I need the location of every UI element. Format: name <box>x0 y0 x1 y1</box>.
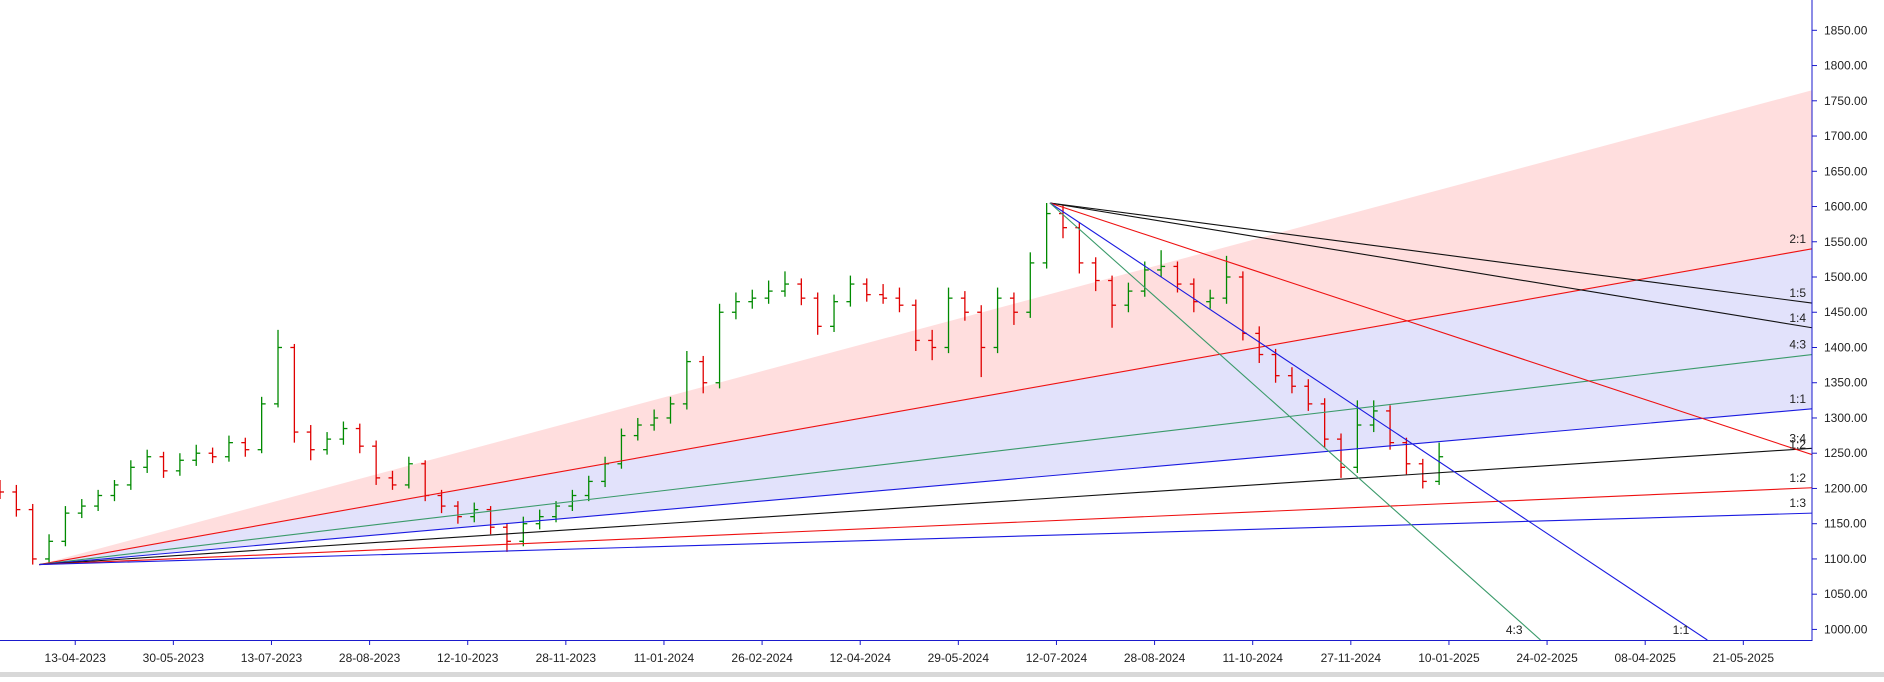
scrollbar <box>0 672 1884 677</box>
y-tick-label: 1250.00 <box>1824 446 1868 460</box>
fan-line <box>39 512 1812 566</box>
x-tick-label: 12-07-2024 <box>1026 651 1088 665</box>
y-tick-label: 1550.00 <box>1824 235 1868 249</box>
x-tick-label: 12-04-2024 <box>830 651 892 665</box>
plot-area <box>0 90 1812 640</box>
y-tick-label: 1450.00 <box>1824 305 1868 319</box>
fan-label: 1:3 <box>1789 496 1806 510</box>
y-tick-label: 1050.00 <box>1824 587 1868 601</box>
y-tick-label: 1400.00 <box>1824 340 1868 354</box>
y-tick-label: 1800.00 <box>1824 59 1868 73</box>
y-tick-label: 1600.00 <box>1824 200 1868 214</box>
fan-label: 1:2 <box>1789 438 1806 452</box>
x-tick-label: 10-01-2025 <box>1418 651 1480 665</box>
fan-line <box>39 487 1812 566</box>
y-tick-label: 1850.00 <box>1824 23 1868 37</box>
x-tick-label: 27-11-2024 <box>1321 651 1382 665</box>
x-tick-label: 30-05-2023 <box>143 651 205 665</box>
x-tick-label: 29-05-2024 <box>928 651 990 665</box>
x-tick-label: 11-01-2024 <box>634 651 695 665</box>
fan-label: 1:4 <box>1789 311 1806 325</box>
x-tick-label: 28-08-2024 <box>1124 651 1186 665</box>
y-tick-label: 1700.00 <box>1824 129 1868 143</box>
y-tick-label: 1100.00 <box>1824 552 1867 566</box>
x-tick-label: 26-02-2024 <box>731 651 793 665</box>
x-tick-label: 13-04-2023 <box>45 651 107 665</box>
y-tick-label: 1750.00 <box>1824 94 1868 108</box>
fan-line <box>1049 202 1541 640</box>
x-tick-label: 08-04-2025 <box>1614 651 1676 665</box>
fan-label: 3:4 <box>1789 431 1806 445</box>
x-tick-label: 28-08-2023 <box>339 651 401 665</box>
y-tick-label: 1000.00 <box>1824 622 1868 636</box>
x-tick-label: 12-10-2023 <box>437 651 499 665</box>
y-tick-label: 1500.00 <box>1824 270 1868 284</box>
y-tick-label: 1300.00 <box>1824 411 1868 425</box>
x-tick-label: 11-10-2024 <box>1222 651 1283 665</box>
x-tick-label: 13-07-2023 <box>241 651 303 665</box>
fan-label: 1:1 <box>1673 623 1690 637</box>
x-tick-label: 24-02-2025 <box>1516 651 1578 665</box>
fan-line <box>1049 202 1812 329</box>
fan-line <box>1049 202 1812 304</box>
fan-label: 4:3 <box>1506 623 1523 637</box>
y-tick-label: 1150.00 <box>1824 517 1867 531</box>
fan-label: 2:1 <box>1789 232 1806 246</box>
fan-label: 1:5 <box>1789 286 1806 300</box>
fan-label: 4:3 <box>1789 338 1806 352</box>
fan-line <box>39 248 1812 566</box>
fan-line <box>39 447 1812 566</box>
fan-band <box>39 90 1812 565</box>
fan-line <box>1049 202 1812 456</box>
fan-line <box>39 408 1812 566</box>
y-tick-label: 1200.00 <box>1824 481 1868 495</box>
x-tick-label: 28-11-2023 <box>536 651 597 665</box>
y-tick-label: 1350.00 <box>1824 376 1868 390</box>
fan-line <box>1049 202 1708 640</box>
fan-label: 1:1 <box>1789 392 1806 406</box>
fan-line <box>39 353 1812 566</box>
y-tick-label: 1650.00 <box>1824 164 1868 178</box>
x-tick-label: 21-05-2025 <box>1713 651 1775 665</box>
fan-label: 1:2 <box>1789 471 1806 485</box>
